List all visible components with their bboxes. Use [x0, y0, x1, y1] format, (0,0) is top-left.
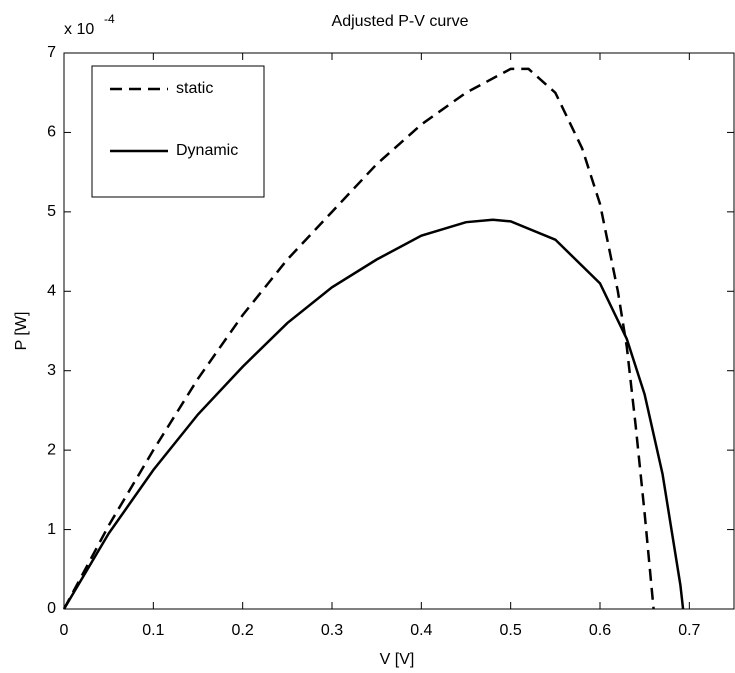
legend-label: Dynamic [176, 142, 238, 159]
y-tick-label: 1 [47, 521, 56, 538]
chart-title: Adjusted P-V curve [332, 13, 469, 30]
line-series [62, 67, 655, 610]
x-tick-label: 0.7 [678, 622, 700, 639]
y-tick-label: 0 [47, 600, 56, 617]
line-series [62, 218, 685, 610]
y-tick-label: 6 [47, 124, 56, 141]
y-multiplier: x 10 [64, 21, 94, 38]
x-tick-label: 0 [60, 622, 69, 639]
plot-area [63, 52, 735, 610]
x-axis-label: V [V] [380, 651, 415, 668]
x-tick-label: 0.1 [142, 622, 164, 639]
x-tick-label: 0.4 [410, 622, 432, 639]
y-tick-label: 7 [47, 44, 56, 61]
legend-label: static [176, 80, 213, 97]
x-tick-label: 0.2 [232, 622, 254, 639]
x-tick-label: 0.3 [321, 622, 343, 639]
y-tick-label: 4 [47, 283, 56, 300]
y-axis-label: P [W] [13, 312, 30, 351]
x-tick-label: 0.6 [589, 622, 611, 639]
y-multiplier-exponent: -4 [104, 12, 115, 26]
y-tick-label: 5 [47, 203, 56, 220]
y-tick-label: 2 [47, 441, 56, 458]
x-tick-label: 0.5 [500, 622, 522, 639]
y-tick-label: 3 [47, 362, 56, 379]
